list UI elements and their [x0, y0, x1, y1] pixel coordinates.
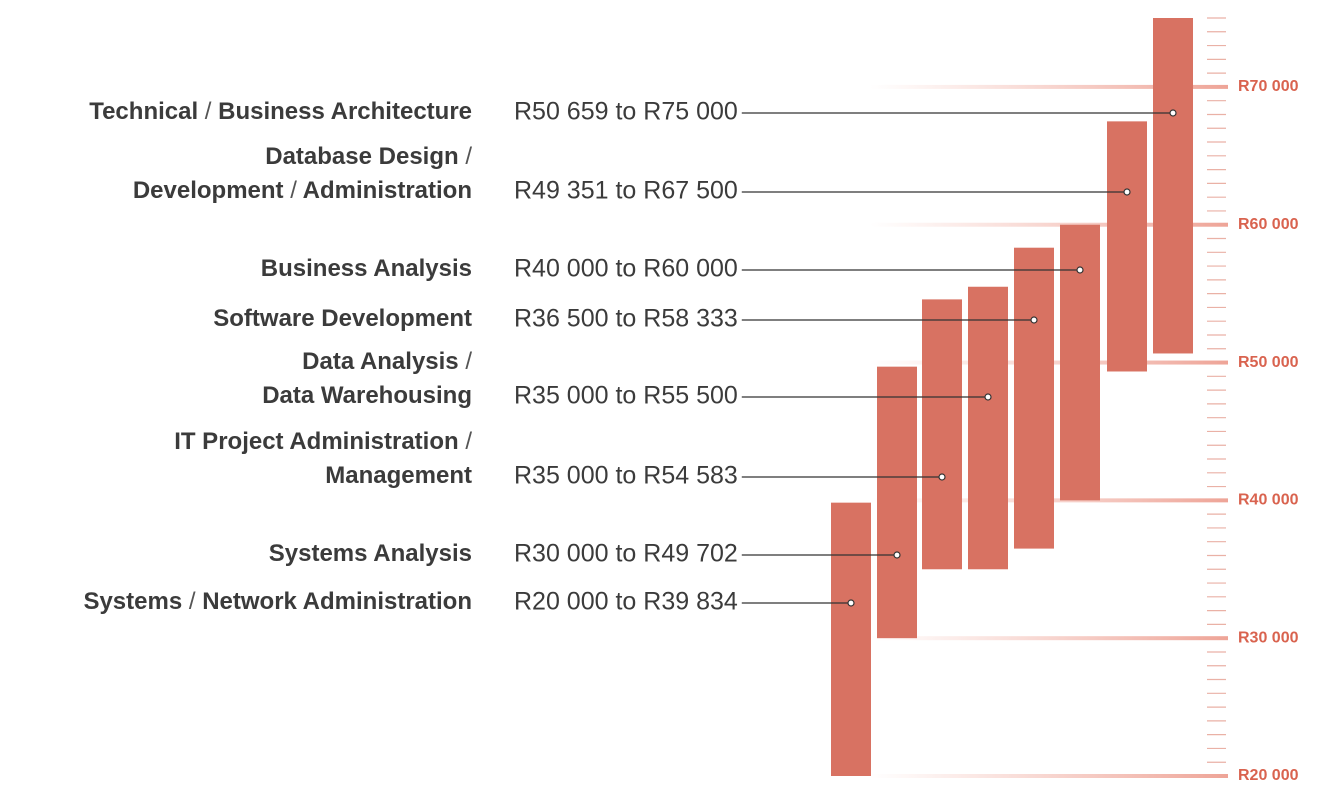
- category-label: Systems / Network Administration: [83, 588, 472, 615]
- label-part: Data Analysis: [302, 348, 465, 375]
- y-tick-label: R20 000: [1238, 767, 1299, 784]
- category-label: Business Analysis: [261, 255, 472, 282]
- range-label: R50 659 to R75 000: [514, 98, 738, 126]
- category-label: Technical / Business Architecture: [89, 98, 472, 125]
- range-bar: [1153, 18, 1193, 354]
- label-part: Systems Analysis: [269, 540, 472, 567]
- range-label: R49 351 to R67 500: [514, 177, 738, 205]
- grid-band: [870, 636, 1228, 641]
- separator: /: [290, 177, 297, 204]
- category-label: Software Development: [213, 305, 472, 332]
- label-part: Data Warehousing: [262, 382, 472, 409]
- range-bar: [1107, 121, 1147, 372]
- range-label: R30 000 to R49 702: [514, 540, 738, 568]
- grid-band: [870, 84, 1228, 89]
- range-label: R35 000 to R55 500: [514, 382, 738, 410]
- connector-dot: [893, 551, 901, 559]
- connector-dot: [938, 473, 946, 481]
- category-label: Database Design /: [265, 143, 472, 170]
- label-part: Development: [133, 177, 290, 204]
- label-part: Administration: [297, 177, 472, 204]
- separator: /: [465, 348, 472, 375]
- y-tick-label: R40 000: [1238, 492, 1299, 509]
- label-part: Business Architecture: [211, 98, 472, 125]
- separator: /: [205, 98, 212, 125]
- category-label: Data Warehousing: [262, 382, 472, 409]
- category-label: Development / Administration: [133, 177, 472, 204]
- grid-band: [870, 774, 1228, 778]
- range-label: R36 500 to R58 333: [514, 305, 738, 333]
- category-label: IT Project Administration /: [174, 428, 472, 455]
- separator: /: [465, 428, 472, 455]
- range-bar: [831, 502, 871, 776]
- separator: /: [465, 143, 472, 170]
- grid-band: [870, 222, 1228, 227]
- label-part: Management: [325, 462, 472, 489]
- y-tick-label: R60 000: [1238, 216, 1299, 233]
- connector-dot: [1076, 266, 1084, 274]
- y-tick-label: R50 000: [1238, 354, 1299, 371]
- connector-dot: [1123, 188, 1131, 196]
- category-label: Data Analysis /: [302, 348, 472, 375]
- range-bar: [1060, 224, 1100, 501]
- y-tick-label: R30 000: [1238, 629, 1299, 646]
- label-part: Technical: [89, 98, 205, 125]
- connector-dot: [1030, 316, 1038, 324]
- label-part: Network Administration: [196, 588, 472, 615]
- y-tick-label: R70 000: [1238, 78, 1299, 95]
- category-label: Management: [325, 462, 472, 489]
- connector-dot: [984, 393, 992, 401]
- range-label: R40 000 to R60 000: [514, 255, 738, 283]
- range-bar: [922, 299, 962, 570]
- range-bar: [877, 366, 917, 639]
- range-bar: [968, 286, 1008, 570]
- category-label: Systems Analysis: [269, 540, 472, 567]
- label-part: IT Project Administration: [174, 428, 465, 455]
- label-part: Business Analysis: [261, 255, 472, 282]
- separator: /: [189, 588, 196, 615]
- range-label: R20 000 to R39 834: [514, 588, 738, 616]
- range-label: R35 000 to R54 583: [514, 462, 738, 490]
- range-bar: [1014, 247, 1054, 549]
- label-part: Software Development: [213, 305, 472, 332]
- connector-dot: [1169, 109, 1177, 117]
- connector-dot: [847, 599, 855, 607]
- label-part: Database Design: [265, 143, 465, 170]
- label-part: Systems: [83, 588, 188, 615]
